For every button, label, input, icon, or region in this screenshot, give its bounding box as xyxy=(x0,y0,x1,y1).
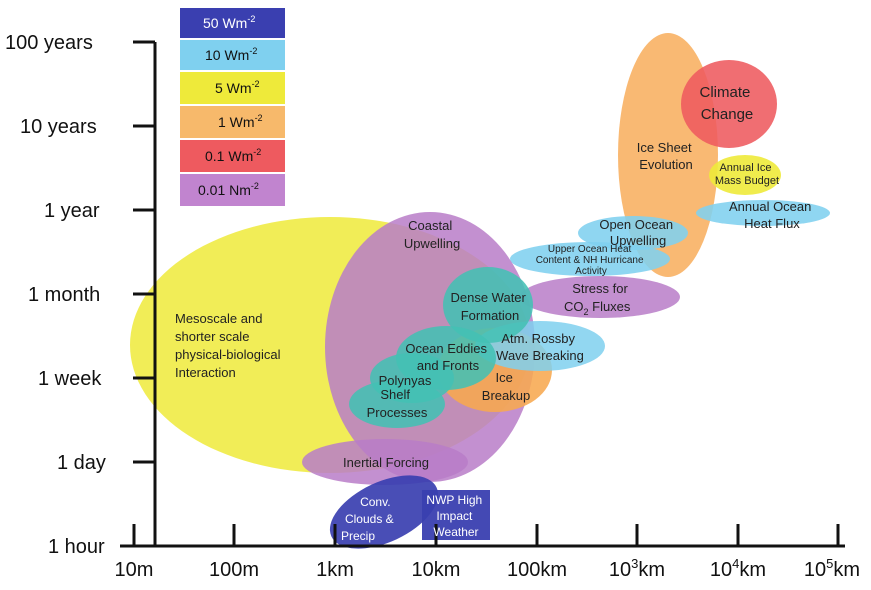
x-axis-labels: 10m 100m 1km 10km 100km 103km 104km 105k… xyxy=(115,556,861,581)
label-inertial: Inertial Forcing xyxy=(343,455,429,470)
label-ice-sheet: Ice Sheet Evolution xyxy=(637,140,696,172)
label-ice-breakup: Ice Breakup xyxy=(482,370,530,403)
y-label-1-year: 1 year xyxy=(44,200,100,222)
label-open-ocean: Open Ocean Upwelling xyxy=(599,217,676,248)
ellipse-dense-water xyxy=(443,267,533,343)
y-label-10-years: 10 years xyxy=(20,116,97,138)
legend: 50 Wm-2 10 Wm-2 5 Wm-2 1 Wm-2 0.1 Wm-2 0… xyxy=(180,8,285,206)
legend-swatch-5 xyxy=(180,72,285,104)
process-shapes xyxy=(130,33,830,549)
label-shelf: Shelf Processes xyxy=(367,387,428,420)
legend-swatch-10 xyxy=(180,40,285,70)
y-label-1-hour: 1 hour xyxy=(48,536,105,558)
x-label-1e5km: 105km xyxy=(804,556,860,581)
x-ticks xyxy=(132,524,840,546)
legend-text-1: 1 Wm-2 xyxy=(218,113,263,130)
x-label-1e4km: 104km xyxy=(710,556,766,581)
label-ocean-eddies: Ocean Eddies and Fronts xyxy=(405,341,490,373)
y-label-100-years: 100 years xyxy=(5,32,93,54)
ellipse-convection xyxy=(329,475,439,549)
legend-text-01: 0.1 Wm-2 xyxy=(205,147,261,164)
legend-swatch-001 xyxy=(180,174,285,206)
label-nwp: NWP High Impact Weather xyxy=(426,493,485,539)
y-label-1-week: 1 week xyxy=(38,368,102,390)
ellipse-climate xyxy=(681,60,777,148)
ellipse-open-ocean xyxy=(578,216,688,250)
label-mesoscale: Mesoscale and shorter scale physical-bio… xyxy=(175,311,284,380)
y-axis-labels: 100 years 10 years 1 year 1 month 1 week… xyxy=(5,32,106,558)
ellipse-shelf xyxy=(349,380,445,428)
y-ticks xyxy=(133,40,155,464)
x-label-10km: 10km xyxy=(412,559,461,581)
ellipse-stress xyxy=(520,276,680,318)
label-polynyas: Polynyas xyxy=(379,373,432,388)
label-annual-heat: Annual Ocean Heat Flux xyxy=(729,199,815,231)
legend-text-001: 0.01 Nm-2 xyxy=(198,181,259,198)
label-annual-ice: Annual Ice Mass Budget xyxy=(715,162,779,187)
label-stress-co2: CO2 Fluxes xyxy=(564,299,631,317)
x-label-10m: 10m xyxy=(115,559,154,581)
x-label-100m: 100m xyxy=(209,559,259,581)
axes xyxy=(120,40,845,548)
legend-swatch-50 xyxy=(180,8,285,38)
label-rossby: Atm. Rossby Wave Breaking xyxy=(496,331,584,363)
y-label-1-day: 1 day xyxy=(57,452,106,474)
y-label-1-month: 1 month xyxy=(28,284,100,306)
ellipse-annual-heat xyxy=(696,200,830,226)
label-dense-water: Dense Water Formation xyxy=(450,290,529,323)
ellipse-annual-ice xyxy=(709,155,781,195)
label-convection: Conv. Clouds & Precip xyxy=(341,495,397,543)
ellipse-inertial xyxy=(302,439,468,485)
label-coastal: Coastal Upwelling xyxy=(404,218,460,251)
label-stress: Stress for xyxy=(572,281,628,296)
ellipse-upper-ocean xyxy=(510,242,670,276)
legend-text-5: 5 Wm-2 xyxy=(215,79,260,96)
x-label-1km: 1km xyxy=(316,559,354,581)
label-upper-ocean: Upper Ocean Heat Content & NH Hurricane … xyxy=(536,244,647,277)
legend-text-50: 50 Wm-2 xyxy=(203,14,255,31)
legend-text-10: 10 Wm-2 xyxy=(205,46,257,63)
x-label-1e3km: 103km xyxy=(609,556,665,581)
legend-swatch-01 xyxy=(180,140,285,172)
label-climate: Climate Change xyxy=(699,84,754,123)
rect-nwp xyxy=(422,490,490,540)
x-label-100km: 100km xyxy=(507,559,567,581)
process-labels: Mesoscale and shorter scale physical-bio… xyxy=(175,84,815,543)
legend-swatch-1 xyxy=(180,106,285,138)
